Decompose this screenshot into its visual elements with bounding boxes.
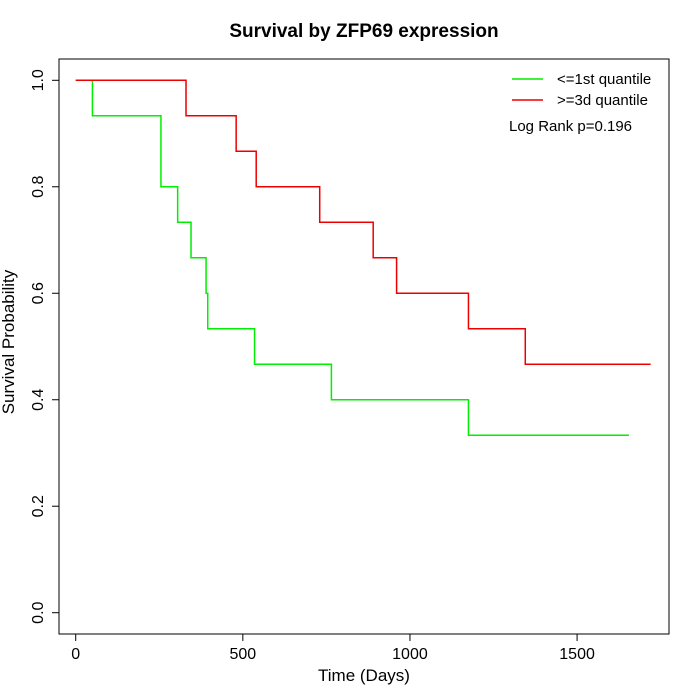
legend: <=1st quantile >=3d quantile	[512, 71, 651, 109]
x-tick-label: 500	[229, 646, 256, 663]
chart-title: Survival by ZFP69 expression	[229, 21, 498, 42]
y-tick-label: 0.6	[30, 282, 47, 304]
series-line-high	[75, 79, 651, 365]
x-axis-label: Time (Days)	[318, 666, 410, 685]
x-tick-label: 1500	[559, 646, 595, 663]
y-tick-label: 1.0	[30, 69, 47, 91]
x-axis: 0 500 1000 1500	[71, 633, 595, 663]
x-tick-label: 1000	[392, 646, 428, 663]
y-tick-label: 0.0	[30, 601, 47, 623]
x-tick-label: 0	[71, 646, 80, 663]
y-axis: 0.0 0.2 0.4 0.6 0.8 1.0	[30, 69, 60, 624]
y-axis-label: Survival Probability	[0, 269, 18, 414]
y-tick-label: 0.2	[30, 495, 47, 517]
y-tick-label: 0.4	[30, 389, 47, 411]
series-line-low	[75, 79, 629, 437]
legend-label-low: <=1st quantile	[557, 71, 651, 88]
series-layer	[75, 79, 651, 437]
plot-frame	[58, 58, 670, 635]
legend-label-high: >=3d quantile	[557, 92, 648, 109]
logrank-annotation: Log Rank p=0.196	[509, 118, 632, 135]
y-tick-label: 0.8	[30, 176, 47, 198]
